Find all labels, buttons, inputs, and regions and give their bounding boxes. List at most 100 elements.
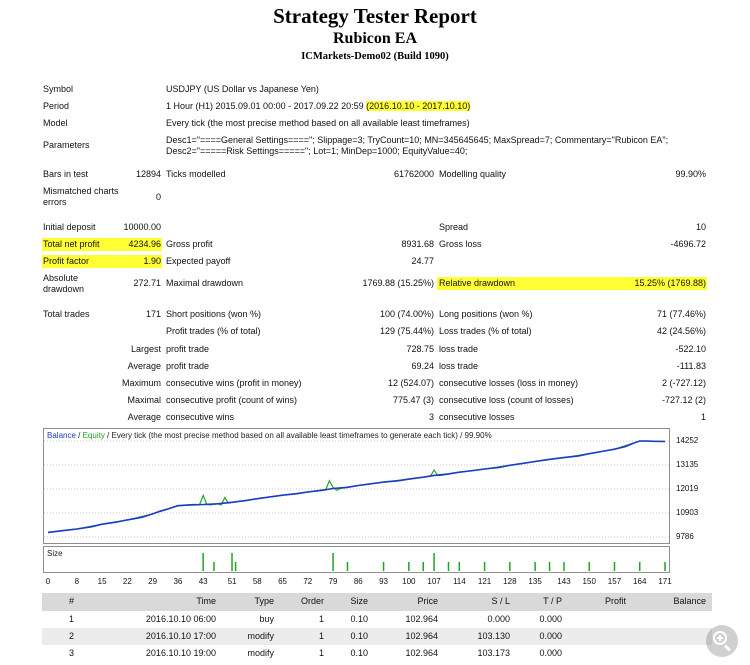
x-tick-label-19: 135 xyxy=(528,577,542,586)
cell-price: 102.964 xyxy=(405,648,438,658)
y-tick-label-4: 9786 xyxy=(676,532,694,541)
x-tick-label-3: 22 xyxy=(122,577,132,586)
ea-name: Rubicon EA xyxy=(332,30,418,47)
avg-cons-losses-value: 1 xyxy=(700,412,706,422)
report-title: Strategy Tester Report xyxy=(273,4,477,28)
size-bar-11 xyxy=(458,562,461,571)
initial-deposit-value: 10000.00 xyxy=(123,222,161,232)
size-bar-2 xyxy=(231,553,233,571)
cell-size: 0.10 xyxy=(350,648,368,658)
cell-time: 2016.10.10 19:00 xyxy=(145,648,216,658)
average-label: Average xyxy=(127,361,161,371)
max-drawdown-label: Maximal drawdown xyxy=(166,278,244,288)
size-bar-20 xyxy=(664,562,666,571)
caption-description: / Every tick (the most precise method ba… xyxy=(104,431,492,440)
cell-sl: 0.000 xyxy=(487,614,510,624)
col-order: Order xyxy=(300,596,324,606)
cell-order: 1 xyxy=(318,631,324,641)
cell-time: 2016.10.10 06:00 xyxy=(145,614,216,624)
spread-label: Spread xyxy=(439,222,469,232)
rel-drawdown-label: Relative drawdown xyxy=(439,278,516,288)
bars-value: 12894 xyxy=(135,169,161,179)
cell-price: 102.964 xyxy=(405,631,438,641)
col-number: # xyxy=(68,596,74,606)
period-highlight: (2016.10.10 - 2017.10.10) xyxy=(366,101,471,111)
x-tick-label-16: 114 xyxy=(452,577,466,586)
chart-caption: Balance / Equity / Every tick (the most … xyxy=(47,431,492,440)
abs-drawdown-label-1: Absolute xyxy=(43,273,79,283)
cell-number: 3 xyxy=(68,648,74,658)
max-cons-losses-label: consecutive losses (loss in money) xyxy=(439,378,579,388)
average-2-label: Average xyxy=(127,412,161,422)
cell-tp: 0.000 xyxy=(539,614,562,624)
zoom-handle xyxy=(723,644,732,652)
cell-number: 2 xyxy=(68,631,74,641)
parameters-line-2: Desc2="=====Risk Settings====="; Lot=1; … xyxy=(166,146,468,156)
profit-trades-label: Profit trades (% of total) xyxy=(166,326,261,336)
max-drawdown-value: 1769.88 (15.25%) xyxy=(362,278,434,288)
long-positions-value: 71 (77.46%) xyxy=(656,309,706,319)
x-tick-label-11: 79 xyxy=(328,577,338,586)
cell-sl: 103.130 xyxy=(477,631,510,641)
long-positions-label: Long positions (won %) xyxy=(439,309,533,319)
col-sl: S / L xyxy=(491,596,510,606)
avg-cons-wins-value: 3 xyxy=(428,412,434,422)
maximal-cons-loss-value: -727.12 (2) xyxy=(661,395,706,405)
x-tick-label-8: 58 xyxy=(252,577,262,586)
size-bar-17 xyxy=(588,562,590,571)
rel-drawdown-highlight xyxy=(437,277,707,290)
caption-balance: Balance xyxy=(47,431,76,440)
max-cons-wins-label: consecutive wins (profit in money) xyxy=(166,378,302,388)
maximum-label: Maximum xyxy=(121,378,161,388)
profit-factor-highlight xyxy=(42,255,162,268)
max-cons-losses-value: 2 (-727.12) xyxy=(661,378,706,388)
average-loss-value: -111.83 xyxy=(676,361,706,371)
size-bar-12 xyxy=(483,562,486,571)
gross-profit-value: 8931.68 xyxy=(401,239,434,249)
size-bar-3 xyxy=(234,562,237,571)
expected-payoff-value: 24.77 xyxy=(411,256,434,266)
zoom-in-icon[interactable] xyxy=(706,625,738,657)
maximal-cons-profit-label: consecutive profit (count of wins) xyxy=(166,395,298,405)
mismatch-label-2: errors xyxy=(43,197,67,207)
x-tick-label-1: 8 xyxy=(74,577,80,586)
x-tick-label-21: 150 xyxy=(582,577,596,586)
period-value: 1 Hour (H1) 2015.09.01 00:00 - 2017.09.2… xyxy=(166,101,471,111)
table-row: 3 2016.10.10 19:00 modify 1 0.10 102.964… xyxy=(42,645,712,662)
net-profit-label: Total net profit xyxy=(43,239,100,249)
x-tick-label-6: 43 xyxy=(198,577,208,586)
y-tick-label-2: 12019 xyxy=(676,484,699,493)
period-label: Period xyxy=(43,101,70,111)
x-tick-label-20: 143 xyxy=(557,577,571,586)
total-trades-label: Total trades xyxy=(43,309,90,319)
model-label: Model xyxy=(43,118,68,128)
balance-chart: Balance / Equity / Every tick (the most … xyxy=(43,428,670,544)
trades-table-header: # Time Type Order Size Price S / L T / P… xyxy=(42,593,712,611)
loss-trades-label: Loss trades (% of total) xyxy=(439,326,532,336)
cell-tp: 0.000 xyxy=(539,648,562,658)
largest-loss-label: loss trade xyxy=(439,344,479,354)
table-row: 2 2016.10.10 17:00 modify 1 0.10 102.964… xyxy=(42,628,712,645)
balance-chart-plot xyxy=(44,440,669,538)
size-bar-9 xyxy=(433,553,435,571)
size-bar-14 xyxy=(534,562,536,571)
max-cons-wins-value: 12 (524.07) xyxy=(387,378,434,388)
loss-trades-value: 42 (24.56%) xyxy=(656,326,706,336)
net-profit-highlight xyxy=(42,238,162,251)
cell-number: 1 xyxy=(68,614,74,624)
col-time: Time xyxy=(196,596,216,606)
size-bar-10 xyxy=(447,562,450,571)
bars-label: Bars in test xyxy=(43,169,89,179)
table-row: 1 2016.10.10 06:00 buy 1 0.10 102.964 0.… xyxy=(42,611,712,628)
initial-deposit-label: Initial deposit xyxy=(43,222,96,232)
x-tick-label-13: 93 xyxy=(379,577,388,586)
largest-label: Largest xyxy=(130,344,161,354)
size-bars-plot xyxy=(202,553,666,571)
parameters-label: Parameters xyxy=(43,140,90,150)
zoom-plus-v xyxy=(719,635,721,641)
balance-line xyxy=(47,440,666,534)
x-tick-label-22: 157 xyxy=(607,577,622,586)
x-tick-label-18: 128 xyxy=(503,577,517,586)
short-positions-label: Short positions (won %) xyxy=(166,309,262,319)
caption-separator: / xyxy=(75,431,83,440)
